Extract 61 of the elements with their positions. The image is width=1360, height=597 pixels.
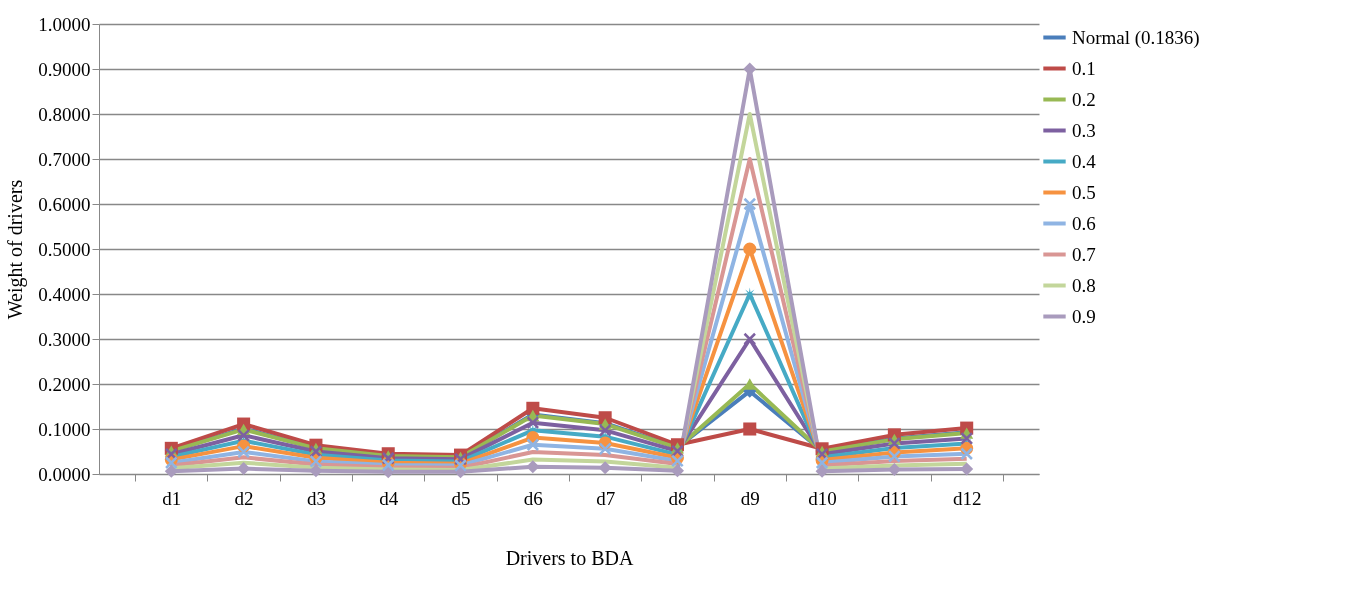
point — [670, 464, 684, 478]
legend-label: 0.7 — [1072, 243, 1096, 265]
y-tick-label: 1.0000 — [38, 13, 91, 35]
y-tick-label: 0.9000 — [38, 58, 91, 80]
x-tick-label: d10 — [808, 487, 837, 509]
point — [526, 438, 540, 452]
point — [598, 442, 612, 456]
y-tick-label: 0.8000 — [38, 103, 91, 125]
legend-label: 0.4 — [1072, 150, 1097, 172]
y-tick-label: 0.6000 — [38, 193, 91, 215]
legend-label: 0.1 — [1072, 57, 1096, 79]
point — [526, 401, 540, 415]
y-tick-label: 0.2000 — [38, 373, 91, 395]
x-tick-label: d6 — [523, 487, 543, 509]
point — [743, 242, 757, 256]
point — [960, 447, 974, 461]
x-tick-label: d8 — [668, 487, 688, 509]
x-tick-label: d5 — [451, 487, 471, 509]
x-tick-label: d7 — [596, 487, 616, 509]
point — [526, 416, 540, 430]
point — [887, 462, 901, 477]
point — [164, 464, 178, 478]
y-tick-label: 0.1000 — [38, 418, 91, 440]
point — [743, 332, 757, 346]
y-tick-label: 0.4000 — [38, 283, 91, 305]
x-tick-label: d2 — [234, 487, 254, 509]
point — [887, 449, 901, 463]
point — [598, 461, 612, 475]
legend-label: 0.2 — [1072, 88, 1096, 110]
legend-label: 0.6 — [1072, 212, 1096, 234]
point — [743, 287, 757, 301]
x-tick-label: d4 — [379, 487, 399, 509]
point — [309, 464, 323, 478]
x-tick-label: d1 — [162, 487, 182, 509]
x-tick-label: d11 — [880, 487, 909, 509]
y-tick-label: 0.3000 — [38, 328, 91, 350]
x-axis-title: Drivers to BDA — [505, 546, 634, 569]
point — [887, 436, 901, 450]
legend-label: 0.3 — [1072, 119, 1096, 141]
legend-label: Normal (0.1836) — [1072, 26, 1200, 49]
x-tick-label: d12 — [952, 487, 982, 509]
point — [960, 462, 974, 476]
y-tick-label: 0.5000 — [38, 238, 91, 260]
point — [237, 445, 251, 459]
y-tick-label: 0.0000 — [38, 463, 91, 485]
point — [237, 462, 251, 476]
point — [743, 378, 757, 390]
point — [743, 422, 757, 436]
legend-label: 0.5 — [1072, 181, 1096, 203]
x-tick-label: d9 — [740, 487, 760, 509]
x-tick-label: d3 — [306, 487, 326, 509]
legend-label: 0.8 — [1072, 274, 1096, 296]
y-axis-title: Weight of drivers — [4, 179, 28, 320]
point — [526, 460, 540, 474]
point — [815, 464, 829, 478]
y-tick-label: 0.7000 — [38, 148, 91, 170]
point — [598, 423, 612, 437]
point — [960, 431, 974, 445]
point — [237, 428, 251, 442]
point — [743, 197, 757, 211]
legend-label: 0.9 — [1072, 305, 1096, 327]
